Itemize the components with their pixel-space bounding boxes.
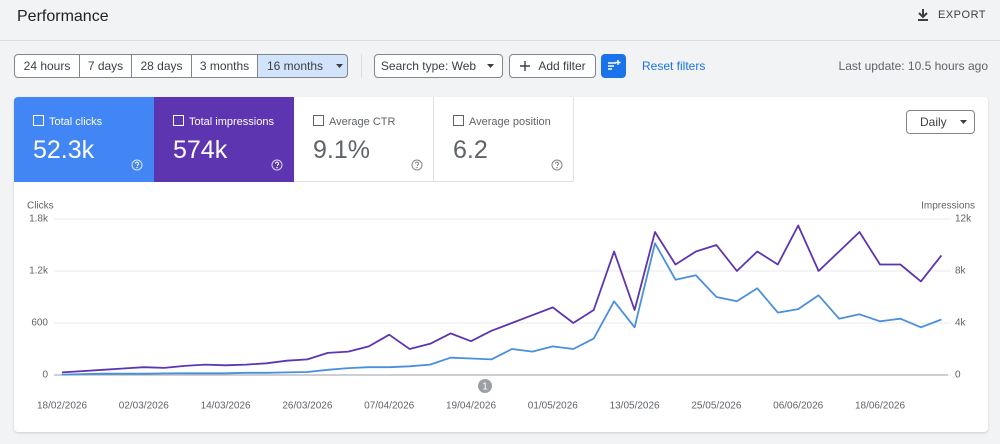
add-filter-button[interactable]: Add filter	[509, 54, 596, 78]
series-line	[61, 242, 942, 376]
annotation-label: 1	[482, 382, 488, 393]
y2-tick-label: 0	[955, 370, 961, 381]
y2-tick-label: 4k	[955, 318, 967, 329]
export-label: EXPORT	[938, 9, 987, 21]
x-tick-label: 25/05/2026	[691, 401, 741, 412]
range-button[interactable]: 3 months	[191, 54, 258, 78]
x-tick-label: 06/06/2026	[773, 401, 823, 412]
x-tick-label: 26/03/2026	[282, 401, 332, 412]
plus-icon	[520, 61, 531, 71]
metric-tile[interactable]: Total clicks 52.3k	[14, 97, 154, 182]
y2-axis-label: Impressions	[921, 201, 975, 212]
metric-value: 574k	[173, 136, 228, 164]
page-title: Performance	[17, 8, 109, 25]
search-type-dropdown[interactable]: Search type: Web	[374, 54, 503, 78]
y2-tick-label: 8k	[955, 266, 967, 277]
range-button[interactable]: 28 days	[131, 54, 192, 78]
help-icon[interactable]	[411, 159, 423, 171]
metric-label: Average CTR	[329, 116, 396, 128]
y-tick-label: 1.8k	[29, 214, 49, 225]
metric-value: 52.3k	[33, 136, 95, 164]
help-icon[interactable]	[271, 159, 283, 171]
series-line	[61, 224, 943, 374]
dropdown-arrow	[959, 120, 967, 124]
range-label: 16 months	[267, 59, 324, 73]
metric-value: 6.2	[453, 136, 488, 164]
header-bar	[0, 0, 1000, 41]
last-update: Last update: 10.5 hours ago	[838, 59, 988, 73]
x-tick-label: 01/05/2026	[528, 401, 578, 412]
checkbox-checked	[173, 115, 184, 126]
annotation-marker	[478, 379, 492, 393]
y-tick-label: 0	[42, 370, 48, 381]
x-tick-label: 14/03/2026	[201, 401, 251, 412]
metric-label: Average position	[469, 116, 551, 128]
x-tick-label: 18/02/2026	[37, 401, 87, 412]
dropdown-arrow	[487, 64, 495, 68]
x-tick-label: 13/05/2026	[610, 401, 660, 412]
y-tick-label: 1.2k	[29, 266, 49, 277]
metric-tile[interactable]: Total impressions 574k	[154, 97, 294, 182]
granularity-label: Daily	[920, 115, 947, 129]
granularity-dropdown[interactable]: Daily	[906, 110, 975, 134]
dropdown-arrow	[336, 64, 344, 68]
filter-icon-button[interactable]	[601, 54, 626, 78]
range-button-selected[interactable]: 16 months	[257, 54, 348, 78]
y-tick-label: 600	[31, 318, 48, 329]
metric-tile[interactable]: Average position 6.2	[434, 97, 574, 182]
help-icon[interactable]	[551, 159, 563, 171]
checkbox	[453, 115, 464, 126]
add-filter-label: Add filter	[538, 59, 586, 73]
x-tick-label: 19/04/2026	[446, 401, 496, 412]
x-tick-label: 02/03/2026	[119, 401, 169, 412]
reset-filters-link[interactable]: Reset filters	[642, 59, 706, 73]
y-axis-label: Clicks	[27, 201, 54, 212]
checkbox-checked	[33, 115, 44, 126]
filter-icon	[608, 60, 621, 70]
checkbox	[313, 115, 324, 126]
metric-label: Total impressions	[189, 116, 274, 128]
metric-label: Total clicks	[49, 116, 103, 128]
metric-tile[interactable]: Average CTR 9.1%	[294, 97, 434, 182]
metric-value: 9.1%	[313, 136, 370, 164]
y2-tick-label: 12k	[955, 214, 972, 225]
help-icon[interactable]	[131, 159, 143, 171]
x-tick-label: 18/06/2026	[855, 401, 905, 412]
search-type-label: Search type: Web	[380, 59, 477, 73]
range-button[interactable]: 7 days	[79, 54, 132, 78]
download-icon	[918, 9, 928, 21]
x-tick-label: 07/04/2026	[364, 401, 414, 412]
divider	[361, 54, 362, 78]
export-button[interactable]: EXPORT	[916, 8, 986, 22]
